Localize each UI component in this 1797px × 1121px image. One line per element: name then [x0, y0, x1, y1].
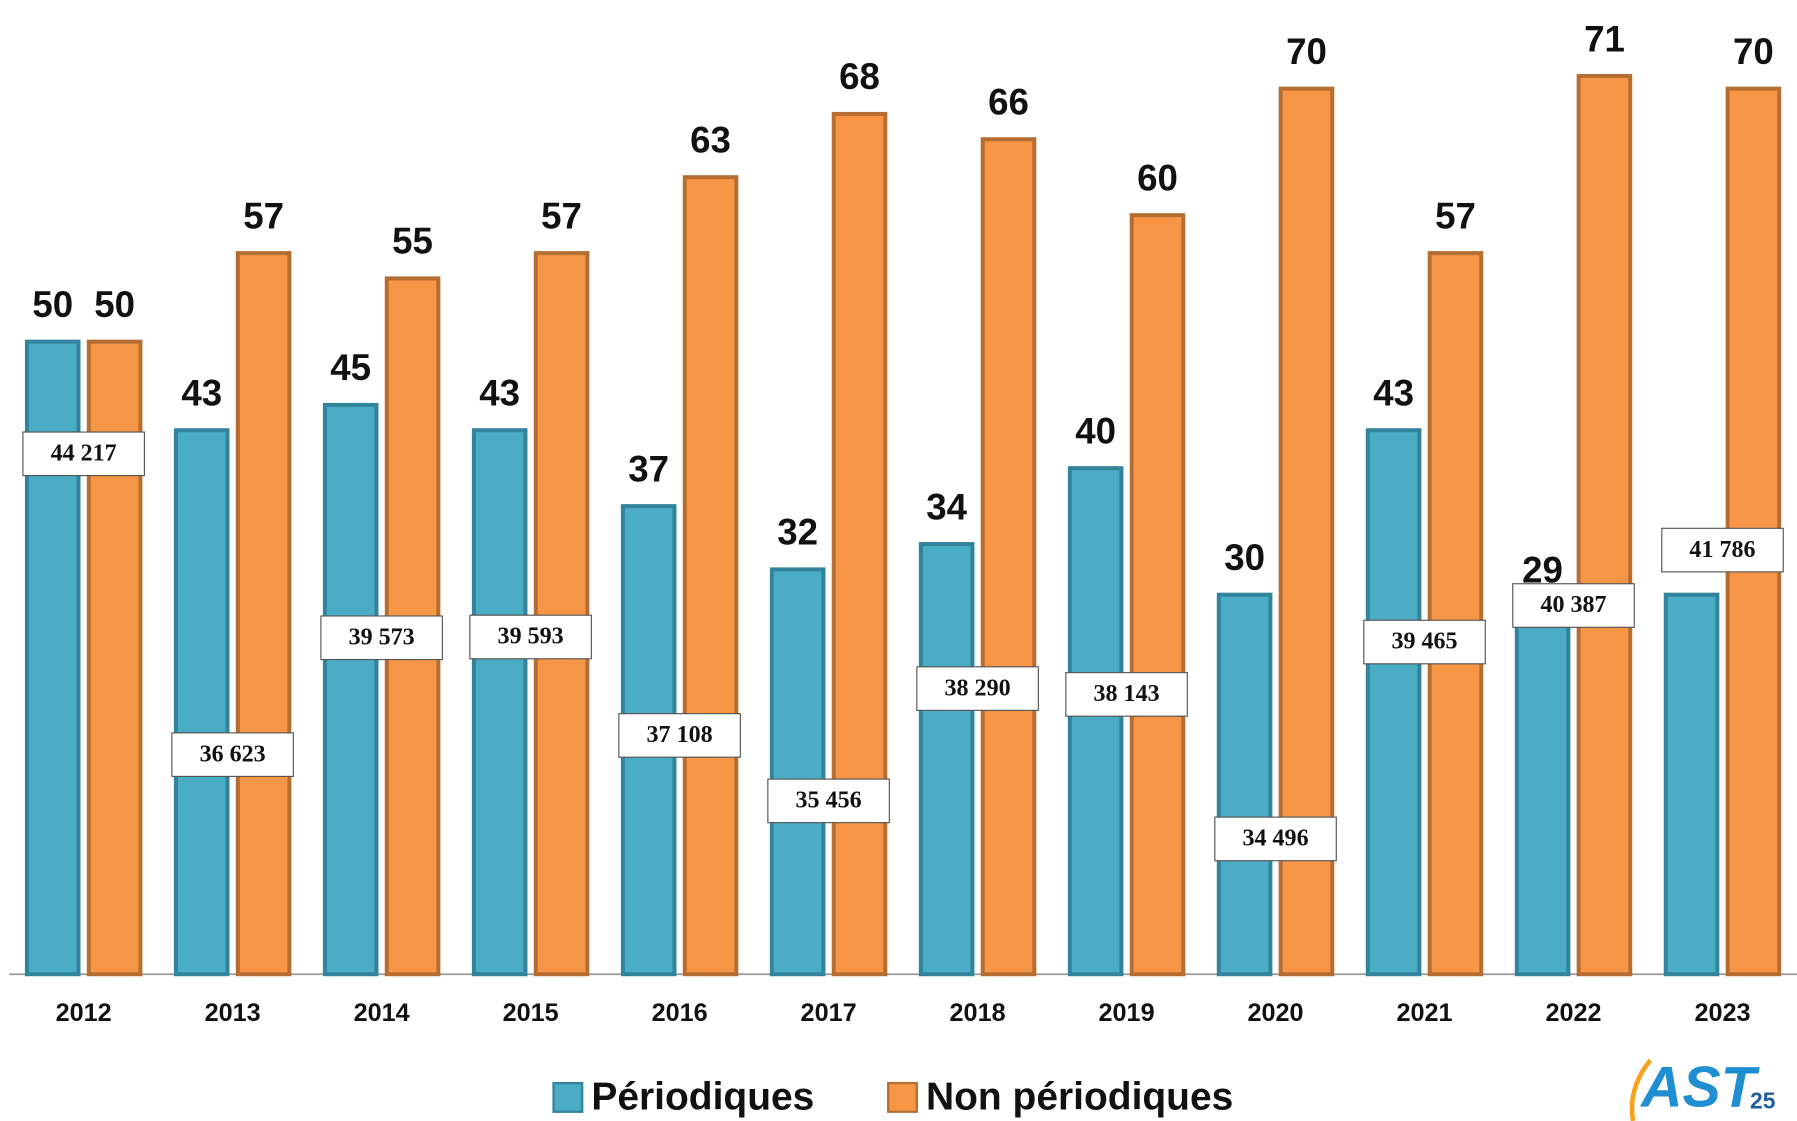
total-label: 34 496 — [1242, 826, 1308, 852]
bar — [173, 428, 230, 977]
bar — [322, 402, 379, 977]
value-label: 63 — [690, 120, 731, 161]
total-box — [916, 666, 1039, 711]
x-tick-label: 2020 — [1248, 999, 1304, 1027]
value-label: 70 — [1286, 31, 1327, 72]
x-tick-label: 2017 — [801, 999, 857, 1027]
bar — [918, 542, 975, 977]
bar — [471, 428, 528, 977]
total-box — [1661, 527, 1784, 573]
total-box — [171, 732, 294, 777]
bar — [235, 251, 292, 977]
total-box — [1214, 816, 1337, 862]
total-label: 37 108 — [647, 722, 713, 748]
bar — [1663, 592, 1720, 977]
x-tick-label: 2016 — [652, 999, 708, 1027]
legend-label: Non périodiques — [926, 1075, 1233, 1118]
value-label: 70 — [1733, 31, 1774, 72]
legend-label: Périodiques — [591, 1075, 814, 1118]
value-label: 32 — [777, 512, 818, 553]
x-tick-label: 2022 — [1545, 999, 1601, 1027]
logo-sub: 25 — [1750, 1088, 1776, 1114]
bar — [1129, 213, 1186, 977]
value-label: 55 — [392, 221, 433, 262]
logo-text: AST — [1639, 1055, 1761, 1119]
x-tick-label: 2018 — [950, 999, 1006, 1027]
bar — [1067, 466, 1124, 977]
bar — [1365, 428, 1422, 977]
bar — [1216, 592, 1273, 977]
value-label: 43 — [181, 373, 222, 414]
x-tick-label: 2019 — [1099, 999, 1155, 1027]
value-label: 40 — [1075, 410, 1116, 451]
total-label: 38 290 — [945, 675, 1011, 701]
total-box — [320, 615, 443, 661]
logo: AST 25 — [1629, 1055, 1776, 1121]
value-label: 43 — [1373, 373, 1414, 414]
total-label: 44 217 — [51, 440, 117, 466]
bar — [1427, 251, 1484, 977]
legend-swatch — [887, 1081, 918, 1113]
value-label: 57 — [1435, 195, 1476, 236]
value-label: 57 — [243, 195, 284, 236]
value-label: 71 — [1584, 18, 1625, 59]
value-label: 37 — [628, 448, 669, 489]
total-label: 39 593 — [498, 624, 564, 650]
total-box — [1512, 583, 1635, 628]
value-label: 68 — [839, 56, 880, 97]
bar — [831, 111, 888, 977]
total-box — [1363, 619, 1486, 665]
value-label: 57 — [541, 195, 582, 236]
bar — [682, 175, 739, 977]
value-label: 66 — [988, 82, 1029, 123]
total-box — [767, 778, 890, 824]
value-label: 60 — [1137, 157, 1178, 198]
total-label: 41 786 — [1689, 537, 1755, 563]
total-label: 38 143 — [1093, 681, 1159, 707]
bar — [1576, 73, 1633, 977]
total-box — [618, 713, 741, 758]
x-tick-label: 2013 — [205, 999, 261, 1027]
value-label: 34 — [926, 486, 967, 527]
x-tick-label: 2023 — [1694, 999, 1750, 1027]
total-label: 36 623 — [200, 741, 266, 767]
total-label: 39 465 — [1391, 629, 1457, 655]
total-label: 40 387 — [1540, 592, 1606, 618]
value-label: 50 — [94, 284, 135, 325]
total-label: 39 573 — [349, 624, 415, 650]
legend-swatch — [552, 1081, 584, 1113]
bar — [769, 567, 826, 977]
total-box — [469, 614, 592, 660]
bar — [533, 251, 590, 977]
total-box — [22, 431, 145, 477]
value-label: 30 — [1224, 537, 1265, 578]
value-label: 50 — [32, 284, 73, 325]
value-label: 43 — [479, 373, 520, 414]
value-label: 45 — [330, 347, 371, 388]
x-tick-label: 2021 — [1396, 999, 1452, 1027]
bar — [980, 137, 1037, 977]
total-box — [1065, 672, 1188, 717]
bar — [1514, 605, 1571, 977]
logo-swoosh — [1629, 1058, 1653, 1121]
total-label: 35 456 — [796, 788, 862, 814]
x-tick-label: 2012 — [56, 999, 112, 1027]
x-tick-label: 2015 — [503, 999, 559, 1027]
x-tick-label: 2014 — [354, 999, 410, 1027]
